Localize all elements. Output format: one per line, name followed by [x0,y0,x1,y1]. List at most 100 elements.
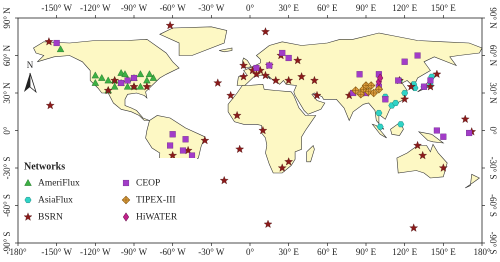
station-marker [397,121,405,128]
y-tick-label-left: 60° N [2,44,12,66]
land [159,26,228,56]
station-marker [420,83,428,90]
land [371,123,387,139]
station-marker [110,82,119,90]
station-marker [169,131,176,138]
station-marker [297,72,306,81]
station-marker [400,94,410,103]
station-marker [142,82,152,91]
station-marker [438,163,448,172]
y-tick-label-right: -30° S [488,157,498,180]
station-marker [466,129,473,137]
station-marker [266,62,273,69]
legend-label: AmeriFlux [38,179,80,189]
station-marker [182,136,189,143]
legend-label: HiWATER [136,213,178,223]
station-marker [130,74,138,82]
station-marker [401,58,408,65]
station-marker [44,37,54,46]
station-marker [427,77,434,84]
station-marker [263,219,273,228]
station-marker [103,85,113,95]
station-marker [258,125,268,135]
station-marker [351,86,360,95]
land [417,131,445,144]
y-tick-label-left: 0° [2,126,12,135]
station-marker [252,69,261,78]
station-marker [395,77,402,84]
station-marker [149,73,158,81]
land [219,47,233,53]
land [236,32,483,130]
x-tick-label-top: 0° [246,3,255,13]
y-tick-label-left: 30° N [2,82,12,104]
station-marker [226,90,236,100]
station-marker [145,70,154,78]
station-marker [392,100,400,106]
station-marker [356,71,363,78]
station-marker [414,52,421,59]
station-marker [98,73,106,81]
station-marker [110,75,120,85]
station-marker [239,60,248,70]
y-tick-label-right: -90° S [488,232,498,255]
station-marker [219,175,229,185]
x-tick-label-top: -90° W [121,3,148,13]
station-marker [167,142,174,149]
x-tick-label-bottom: -150° W [41,247,72,257]
station-marker [401,90,409,96]
station-marker [310,75,319,85]
y-tick-label-right: -60° S [488,194,498,217]
legend-label: CEOP [136,179,160,189]
station-marker [118,79,125,87]
station-marker [279,49,286,57]
x-tick-label-bottom: -120° W [80,247,111,257]
north-arrow-right [29,72,37,94]
y-tick-label-right: 0° [488,126,498,135]
station-marker [375,110,383,116]
station-marker [91,71,100,79]
x-tick-label-bottom: 30° E [278,247,299,257]
x-tick-label-bottom: 180° [9,247,27,257]
x-tick-label-bottom: 0° [246,247,255,257]
station-layer [44,20,477,232]
north-arrow: N [24,60,37,94]
station-marker [382,96,389,103]
station-marker [312,90,322,100]
legend-label: BSRN [38,213,63,223]
station-marker [261,70,270,80]
station-marker [413,140,422,150]
x-tick-label-top: -30° W [198,3,225,13]
y-tick-label-right: 30° N [488,82,498,104]
y-tick-label-left: 90° N [2,7,12,29]
station-marker [168,150,178,160]
y-tick-label-left: -30° S [2,157,12,180]
x-tick-label-bottom: -90° W [121,247,148,257]
x-tick-label-top: 60° E [317,3,338,13]
x-tick-label-top: 150° E [431,3,456,13]
station-marker [440,133,447,140]
station-marker [433,127,440,134]
y-tick-label-right: 60° N [488,45,498,67]
north-label: N [27,60,34,70]
legend-title: Networks [24,161,65,172]
x-tick-label-top: 30° E [278,3,299,13]
station-marker [179,147,187,154]
station-marker [136,82,145,90]
station-marker [284,157,294,166]
station-marker [460,114,470,123]
x-tick-label-bottom: -30° W [198,247,225,257]
legend-label: AsiaFlux [38,196,73,206]
station-marker [53,39,60,47]
x-tick-label-top: -60° W [160,3,187,13]
land [33,38,180,121]
station-marker [129,82,139,91]
station-marker [277,163,287,172]
station-marker [213,78,223,87]
y-tick-label-left: -90° S [2,232,12,255]
station-marker [200,135,210,145]
station-marker [45,100,55,110]
legend-marker [122,212,130,222]
station-marker [409,223,419,232]
